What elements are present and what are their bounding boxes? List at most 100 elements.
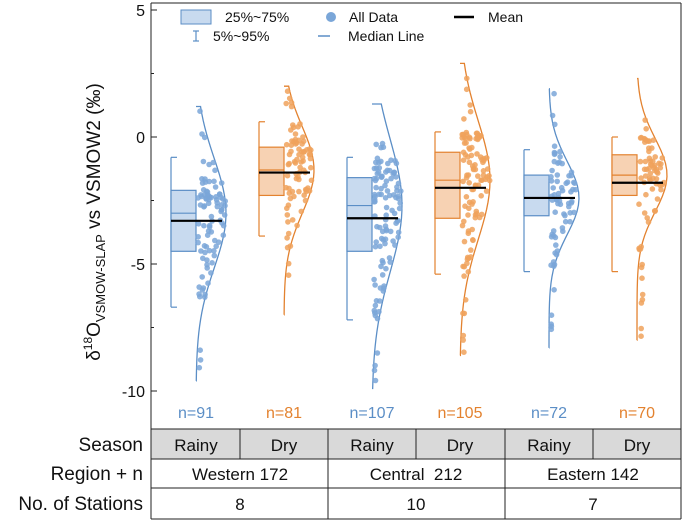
data-point <box>652 154 658 160</box>
data-point <box>284 172 291 179</box>
legend-box-swatch <box>180 9 212 25</box>
data-point <box>209 260 215 266</box>
data-point <box>646 155 653 162</box>
data-point <box>302 197 309 204</box>
data-point <box>460 157 467 163</box>
data-point <box>468 247 474 253</box>
data-point <box>376 165 383 171</box>
data-point <box>307 151 314 158</box>
iqr-box <box>258 146 285 197</box>
data-point <box>461 134 468 141</box>
box-groups: n=91 n=81 n=107 n=105 n=72 n=70 <box>170 62 668 422</box>
data-point <box>647 170 654 177</box>
data-point <box>549 231 555 238</box>
data-point <box>646 148 652 155</box>
data-point <box>211 248 217 254</box>
data-point <box>552 209 558 215</box>
data-point <box>654 196 661 202</box>
data-point <box>201 222 207 229</box>
data-point <box>301 192 308 198</box>
data-point <box>372 362 378 369</box>
data-point <box>462 297 469 303</box>
data-point <box>472 162 478 168</box>
data-point <box>555 200 561 207</box>
data-point <box>372 243 379 250</box>
data-point <box>211 252 218 259</box>
data-point <box>641 166 648 173</box>
data-point <box>283 184 289 191</box>
data-point <box>479 156 485 163</box>
data-point <box>460 178 466 185</box>
data-point <box>395 193 402 199</box>
n-label: n=105 <box>438 405 483 422</box>
data-point <box>465 269 472 275</box>
data-point <box>639 275 645 282</box>
data-point <box>557 154 563 160</box>
iqr-box <box>523 174 550 217</box>
data-point <box>636 201 642 207</box>
data-point <box>642 158 649 165</box>
data-point <box>308 177 315 184</box>
data-point <box>387 259 394 265</box>
data-point <box>557 148 563 155</box>
legend-point-swatch <box>326 12 336 22</box>
data-point <box>210 159 217 166</box>
data-point <box>386 255 393 261</box>
data-point <box>463 86 470 93</box>
data-point <box>391 210 398 217</box>
plot-frame <box>150 2 682 429</box>
data-point <box>484 166 491 172</box>
data-point <box>566 173 572 179</box>
data-point <box>373 239 380 245</box>
data-point <box>383 204 390 211</box>
data-point <box>459 222 466 229</box>
data-point <box>195 239 201 246</box>
box-group: n=105 <box>434 62 493 422</box>
data-point <box>461 116 467 122</box>
data-point <box>551 192 558 198</box>
legend-mean-label: Mean <box>488 9 523 25</box>
data-point <box>474 151 480 157</box>
data-point <box>296 176 302 183</box>
data-point <box>550 185 556 191</box>
data-point <box>464 75 470 82</box>
data-point <box>220 222 227 229</box>
data-point <box>384 188 391 194</box>
data-point <box>371 191 378 198</box>
y-ticks: 5 0 -5 -10 <box>122 3 157 401</box>
data-point <box>555 190 562 197</box>
n-label: n=91 <box>178 405 214 422</box>
data-point <box>638 175 644 181</box>
n-label: n=81 <box>266 405 302 422</box>
data-point <box>289 188 296 195</box>
data-point <box>552 121 558 128</box>
data-point <box>205 200 212 207</box>
data-point <box>658 161 664 167</box>
y-axis-label: δ18OVSMOW-SLAP vs VSMOW2 (‰) <box>81 83 108 361</box>
data-point <box>380 144 387 150</box>
data-point <box>638 325 644 332</box>
data-point <box>571 180 578 186</box>
data-point <box>292 131 299 137</box>
season-cell: Dry <box>624 436 651 455</box>
data-point <box>218 208 224 215</box>
data-point <box>289 217 296 223</box>
data-point <box>372 282 378 288</box>
box-group: n=72 <box>523 88 580 422</box>
data-point <box>376 191 382 198</box>
data-point <box>649 186 656 192</box>
data-point <box>463 140 469 146</box>
table-grid <box>150 428 682 520</box>
data-point <box>378 235 385 242</box>
data-point <box>548 326 555 333</box>
data-point <box>283 141 290 148</box>
data-point <box>554 178 560 185</box>
stations-cell: 7 <box>588 495 597 514</box>
data-point <box>305 185 311 191</box>
data-point <box>216 191 223 197</box>
data-point <box>643 126 649 132</box>
data-point <box>198 193 205 200</box>
data-point <box>467 102 474 108</box>
stations-cell: 8 <box>235 495 244 514</box>
data-point <box>394 184 400 190</box>
